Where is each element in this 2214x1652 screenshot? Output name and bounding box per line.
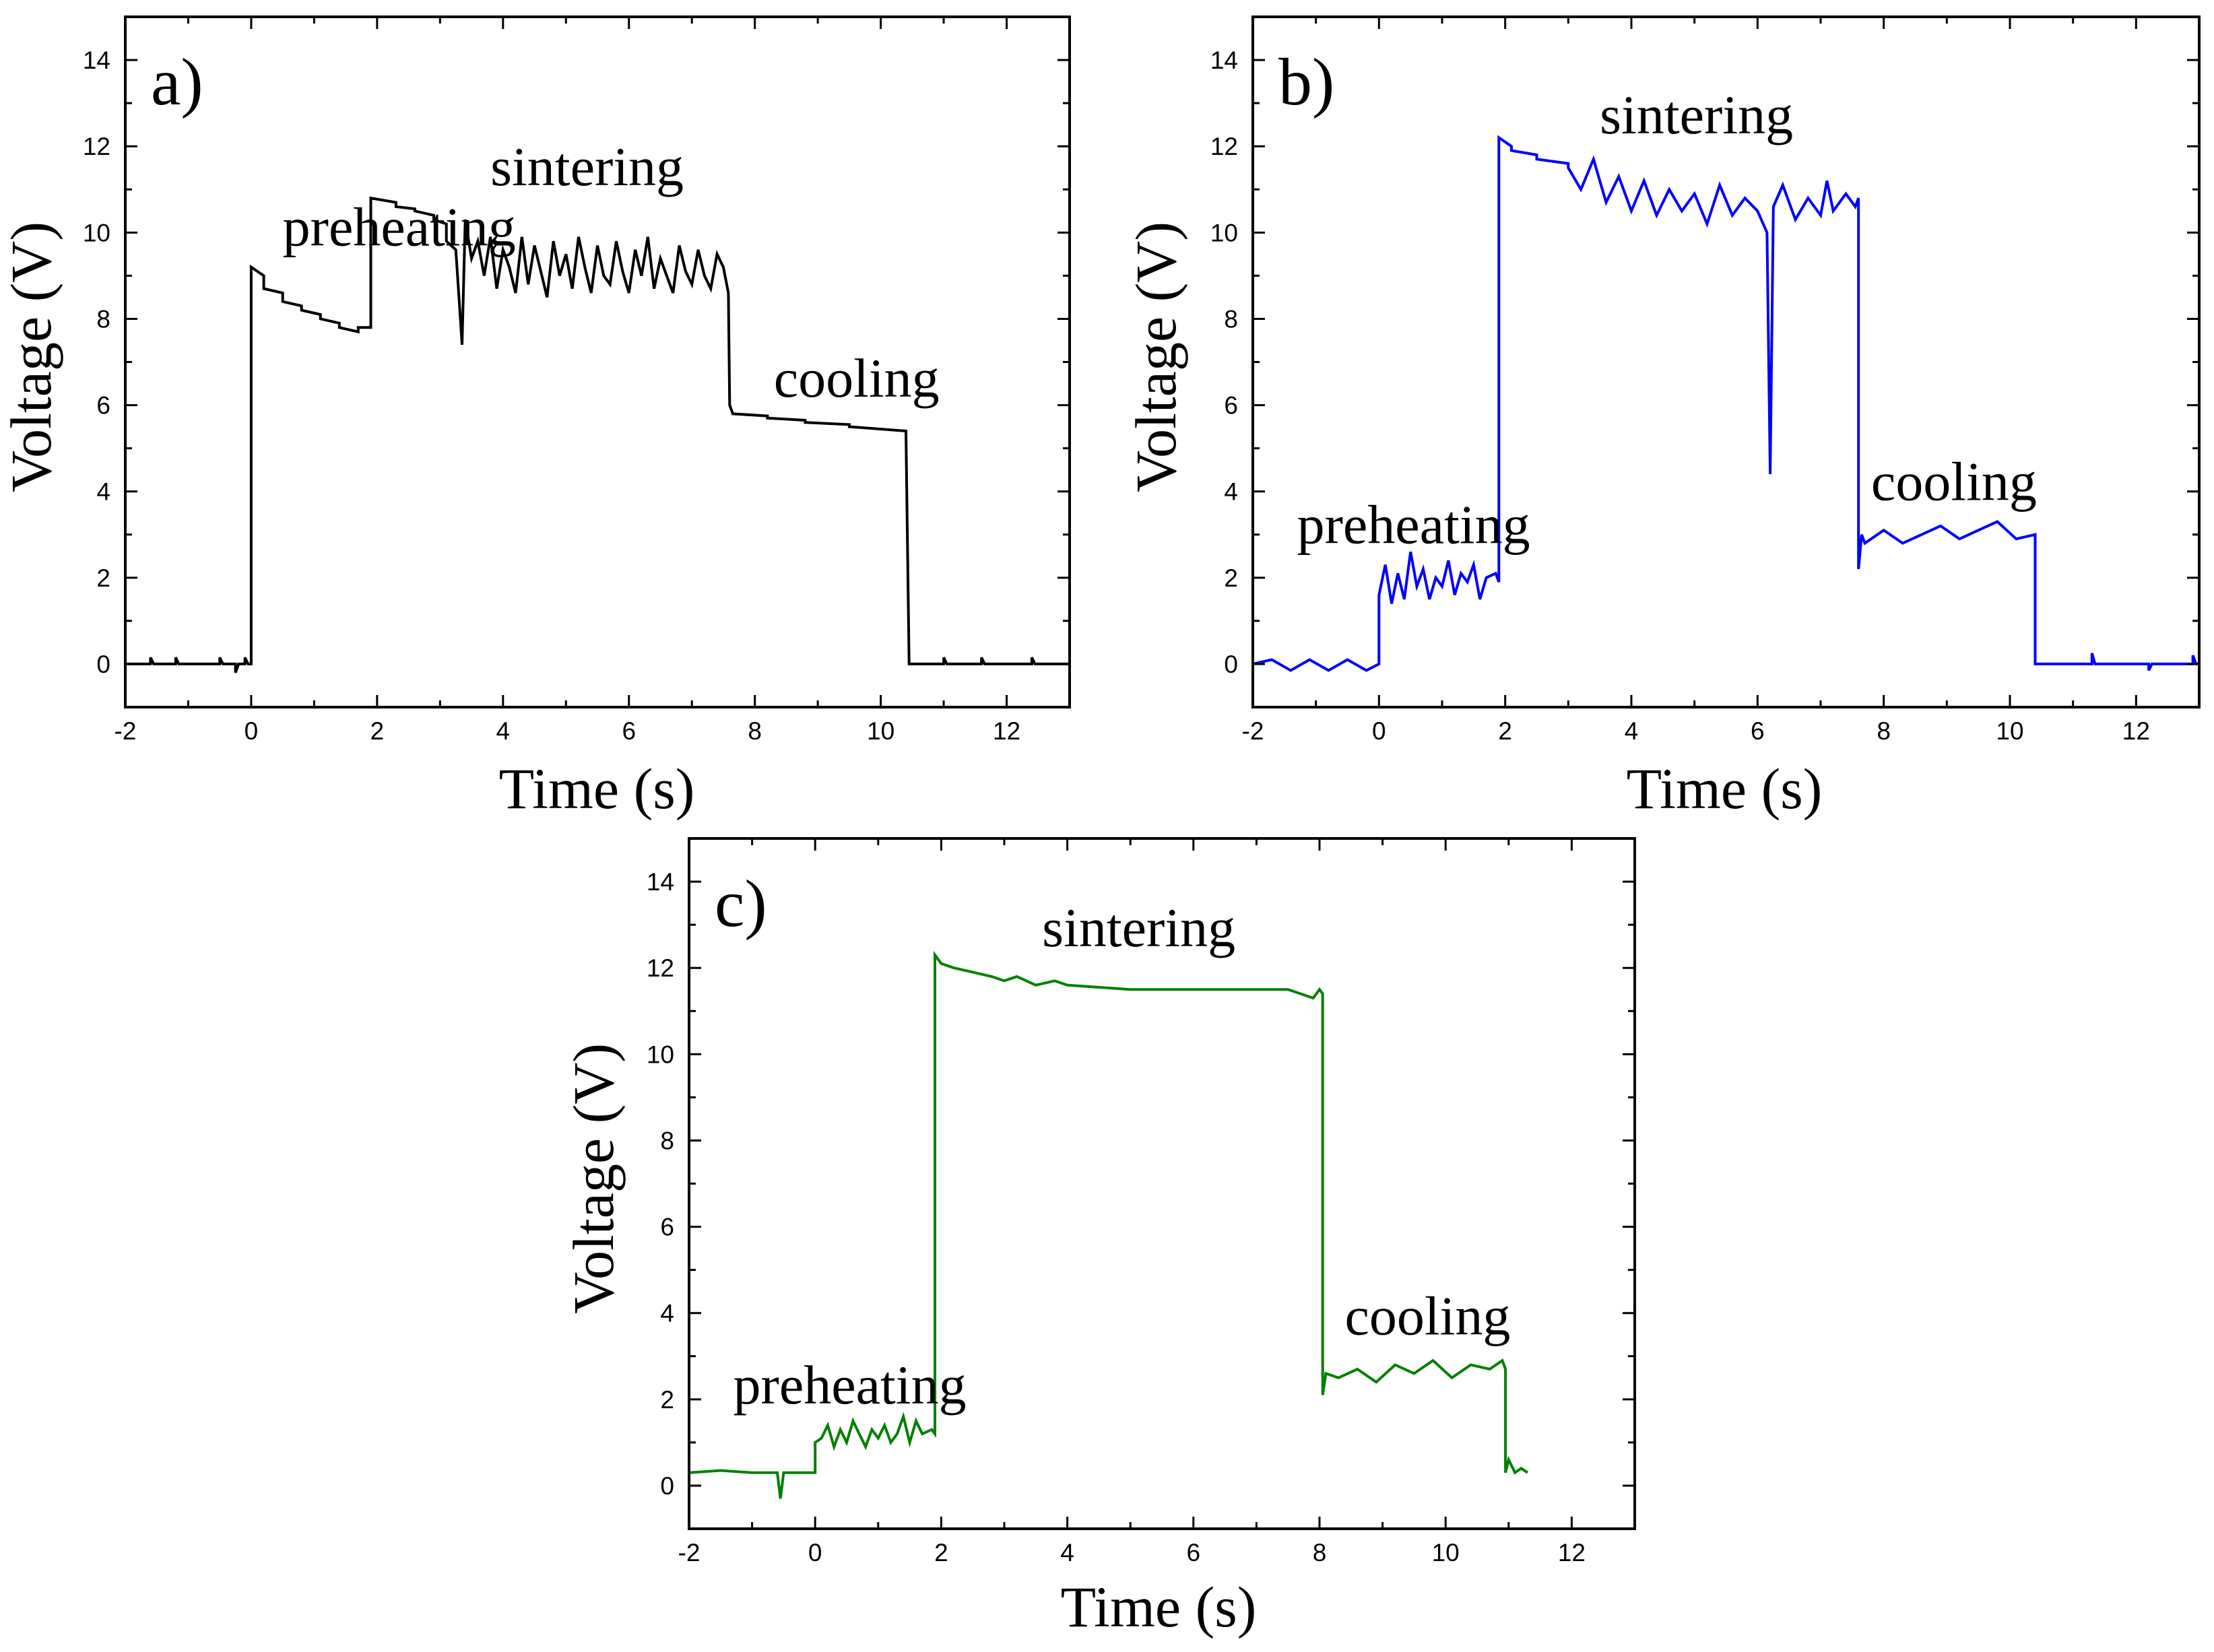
x-tick-label: 10 [1432,1539,1460,1566]
panel-b-x-axis-title: Time (s) [1627,756,1823,821]
x-tick-label: 2 [934,1539,948,1566]
x-tick-label: 2 [370,717,385,745]
x-tick-label: 2 [1498,717,1512,745]
panel-b-plot-area: -2 0 2 4 6 8 10 12 0 2 4 6 8 10 12 14 b) preheating sinter… [1210,15,2201,745]
x-tick-label: 12 [993,717,1020,745]
y-tick-label: 8 [96,305,110,333]
y-tick-label: 4 [1224,478,1238,506]
y-tick-label: 2 [96,564,110,592]
panel-b-y-axis-title: Voltage (V) [1124,222,1188,492]
y-tick-label: 0 [660,1472,674,1500]
y-tick-label: 14 [647,868,674,896]
annotation-cooling: cooling [1871,451,2037,513]
x-tick-label: -2 [115,717,137,745]
y-tick-label: 10 [1210,219,1238,246]
y-tick-label: 2 [1224,564,1238,592]
annotation-cooling: cooling [774,348,940,409]
annotation-sintering: sintering [490,136,684,197]
panel-b-series-line [1252,135,2199,672]
y-tick-label: 10 [647,1040,674,1068]
x-tick-label: 8 [1313,1539,1327,1566]
x-tick-label: 12 [1558,1539,1586,1566]
y-tick-label: 2 [660,1386,674,1414]
x-tick-label: 0 [245,717,259,745]
y-tick-label: 8 [660,1127,674,1154]
y-tick-label: 6 [1224,392,1238,420]
panel-c-plot-area: -2 0 2 4 6 8 10 12 0 2 4 6 8 10 12 14 c) preheating sinter… [647,837,1636,1566]
x-tick-label: 4 [496,717,511,745]
x-tick-label: 8 [748,717,762,745]
y-tick-label: 4 [660,1300,674,1327]
panel-label: a) [151,44,203,119]
x-tick-label: 12 [2122,717,2150,745]
panel-c: Voltage (V) Time (s) -2 0 2 4 6 8 10 12 0 2 4 6 8 10 1… [561,837,1636,1639]
x-tick-label: 6 [1187,1539,1201,1566]
panel-a-series-line [125,196,1070,673]
x-tick-label: 0 [808,1539,822,1566]
y-tick-label: 0 [1224,651,1238,678]
annotation-preheating: preheating [283,197,516,258]
y-tick-label: 10 [83,219,110,246]
y-tick-label: 12 [1210,133,1238,160]
panel-label: b) [1278,44,1334,119]
annotation-sintering: sintering [1042,897,1235,958]
panel-c-x-axis-title: Time (s) [1061,1575,1257,1639]
y-tick-label: 4 [96,478,110,506]
x-tick-label: -2 [1242,717,1264,745]
panel-a-y-axis-title: Voltage (V) [0,222,63,492]
y-tick-label: 12 [83,133,110,160]
y-tick-label: 8 [1224,305,1238,333]
panel-a-plot-area: -2 0 2 4 6 8 10 12 0 2 4 6 8 10 12 14 a) preheatingsinter… [83,15,1071,745]
y-tick-label: 6 [660,1214,674,1241]
annotation-preheating: preheating [734,1354,967,1416]
panel-c-series-line [688,950,1529,1499]
annotation-preheating: preheating [1297,494,1530,556]
x-tick-label: 6 [622,717,636,745]
panel-a: Voltage (V) Time (s) -2 0 2 4 6 8 10 12 0 2 4 6 8 10 1… [0,15,1071,821]
panel-a-x-axis-title: Time (s) [499,756,695,821]
panel-b: Voltage (V) Time (s) -2 0 2 4 6 8 10 12 0 2 4 6 8 10 1… [1124,15,2201,821]
x-tick-label: 4 [1625,717,1639,745]
x-tick-label: -2 [678,1539,701,1566]
y-tick-label: 6 [96,392,110,420]
x-tick-label: 0 [1372,717,1386,745]
annotation-sintering: sintering [1600,84,1793,145]
x-tick-label: 6 [1751,717,1765,745]
x-tick-label: 10 [1996,717,2023,745]
y-tick-label: 14 [83,46,110,74]
x-tick-label: 10 [867,717,894,745]
x-tick-label: 4 [1060,1539,1074,1566]
annotation-cooling: cooling [1344,1286,1510,1347]
panel-c-y-axis-title: Voltage (V) [561,1043,626,1314]
y-tick-label: 0 [96,651,110,678]
x-tick-label: 8 [1877,717,1891,745]
y-tick-label: 12 [647,954,674,982]
panel-label: c) [715,866,767,941]
y-tick-label: 14 [1210,46,1238,74]
